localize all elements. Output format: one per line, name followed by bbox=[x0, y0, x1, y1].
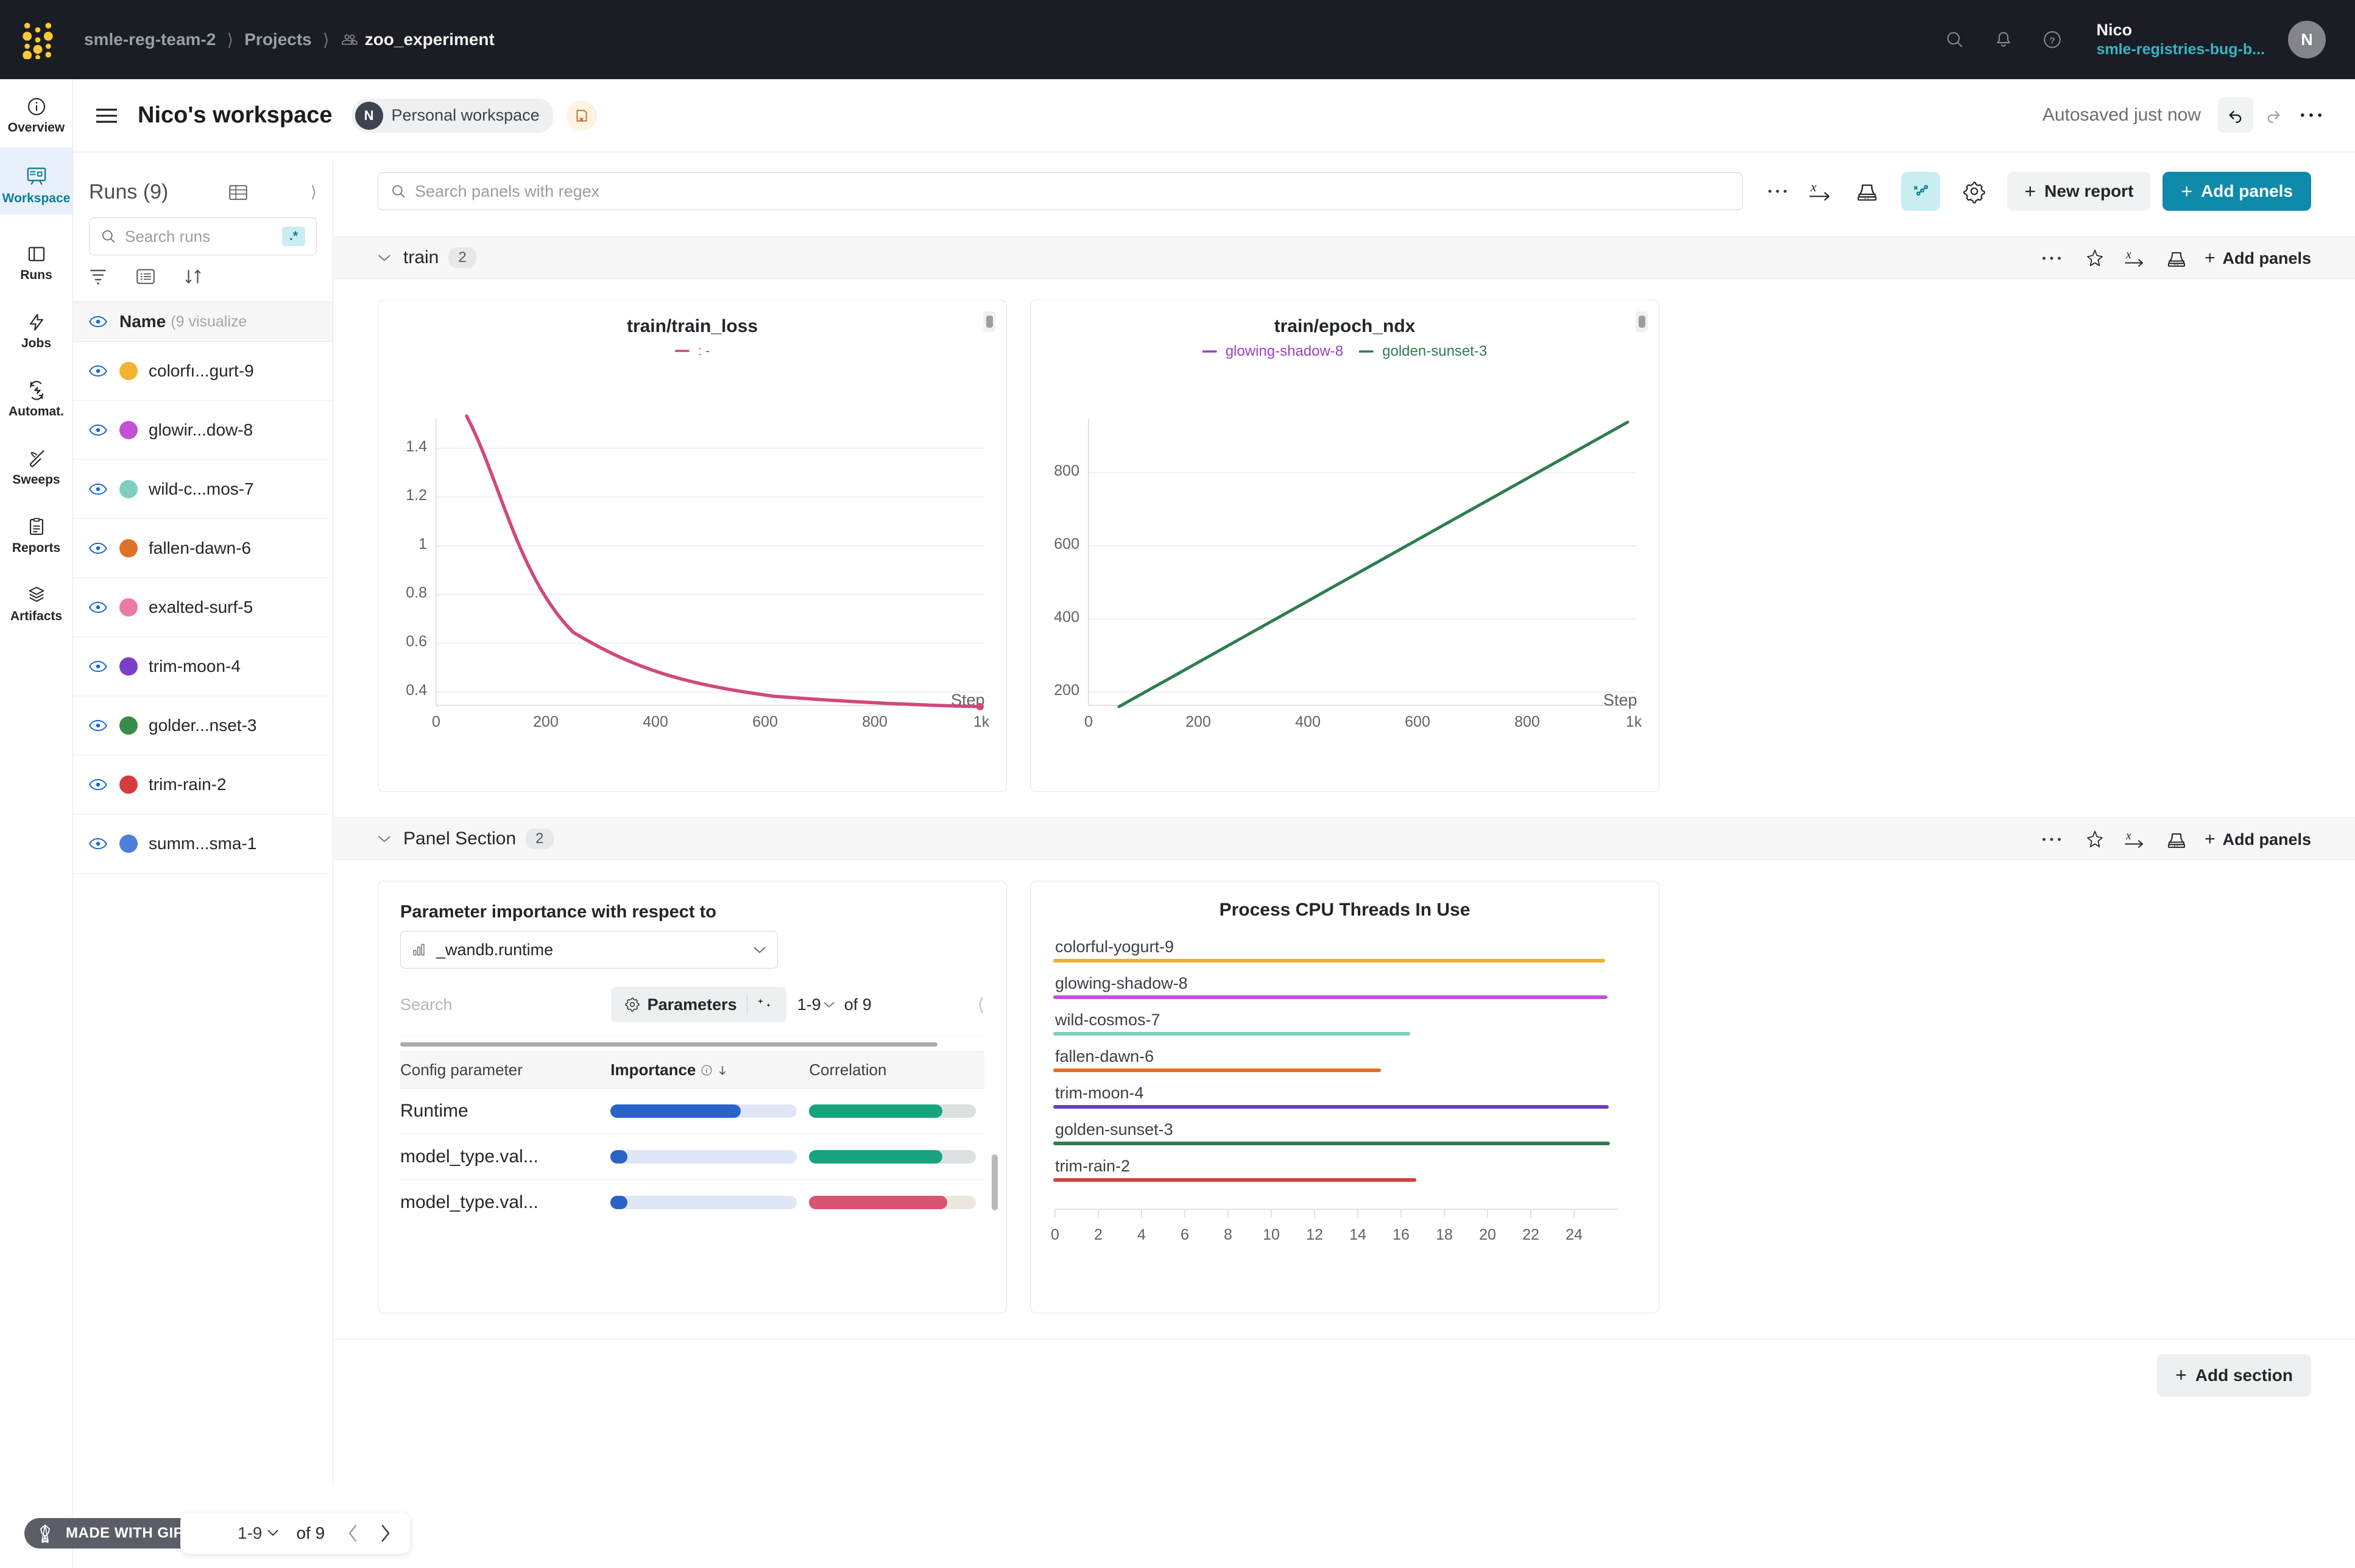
svg-text:golden-sunset-3: golden-sunset-3 bbox=[1055, 1120, 1173, 1139]
svg-text:0.8: 0.8 bbox=[406, 584, 427, 601]
svg-text:600: 600 bbox=[752, 713, 778, 730]
svg-text:600: 600 bbox=[1054, 535, 1079, 553]
svg-text:800: 800 bbox=[1054, 462, 1079, 479]
svg-text:Step: Step bbox=[1603, 691, 1637, 709]
svg-text:i: i bbox=[706, 1068, 708, 1075]
svg-text:800: 800 bbox=[862, 713, 888, 730]
svg-text:200: 200 bbox=[533, 713, 559, 730]
svg-text:12: 12 bbox=[1306, 1226, 1323, 1243]
svg-text:6: 6 bbox=[1181, 1226, 1189, 1243]
svg-text:glowing-shadow-8: glowing-shadow-8 bbox=[1055, 974, 1188, 992]
svg-text:x: x bbox=[2125, 830, 2131, 842]
svg-text:fallen-dawn-6: fallen-dawn-6 bbox=[1055, 1047, 1154, 1065]
svg-text:200: 200 bbox=[1054, 682, 1079, 699]
svg-text:2: 2 bbox=[1094, 1226, 1103, 1243]
svg-text:1k: 1k bbox=[973, 713, 990, 730]
svg-text:10: 10 bbox=[1263, 1226, 1280, 1243]
svg-text:x: x bbox=[1810, 180, 1817, 194]
svg-text:18: 18 bbox=[1436, 1226, 1453, 1243]
svg-text:400: 400 bbox=[1295, 713, 1321, 730]
svg-text:colorful-yogurt-9: colorful-yogurt-9 bbox=[1055, 938, 1174, 956]
svg-text:0: 0 bbox=[432, 713, 440, 730]
svg-text:0.4: 0.4 bbox=[406, 682, 427, 699]
svg-text:16: 16 bbox=[1393, 1226, 1410, 1243]
svg-text:1.2: 1.2 bbox=[406, 487, 427, 504]
svg-text:800: 800 bbox=[1514, 713, 1540, 730]
svg-text:trim-moon-4: trim-moon-4 bbox=[1055, 1084, 1144, 1102]
svg-text:1k: 1k bbox=[1626, 713, 1642, 730]
svg-text:200: 200 bbox=[1185, 713, 1211, 730]
svg-text:0: 0 bbox=[1084, 713, 1093, 730]
svg-text:24: 24 bbox=[1566, 1226, 1583, 1243]
svg-text:x: x bbox=[2125, 249, 2131, 261]
svg-text:22: 22 bbox=[1522, 1226, 1539, 1243]
svg-text:0: 0 bbox=[1051, 1226, 1059, 1243]
svg-text:8: 8 bbox=[1224, 1226, 1232, 1243]
svg-text:1: 1 bbox=[418, 535, 427, 553]
svg-text:20: 20 bbox=[1479, 1226, 1496, 1243]
svg-text:400: 400 bbox=[1054, 609, 1079, 626]
svg-text:600: 600 bbox=[1405, 713, 1430, 730]
svg-text:4: 4 bbox=[1137, 1226, 1146, 1243]
svg-text:wild-cosmos-7: wild-cosmos-7 bbox=[1054, 1011, 1160, 1029]
svg-text:trim-rain-2: trim-rain-2 bbox=[1055, 1157, 1130, 1175]
svg-text:1.4: 1.4 bbox=[406, 438, 427, 455]
svg-text:0.6: 0.6 bbox=[406, 633, 427, 650]
svg-text:400: 400 bbox=[643, 713, 668, 730]
svg-text:14: 14 bbox=[1349, 1226, 1366, 1243]
svg-text:?: ? bbox=[2049, 36, 2055, 46]
